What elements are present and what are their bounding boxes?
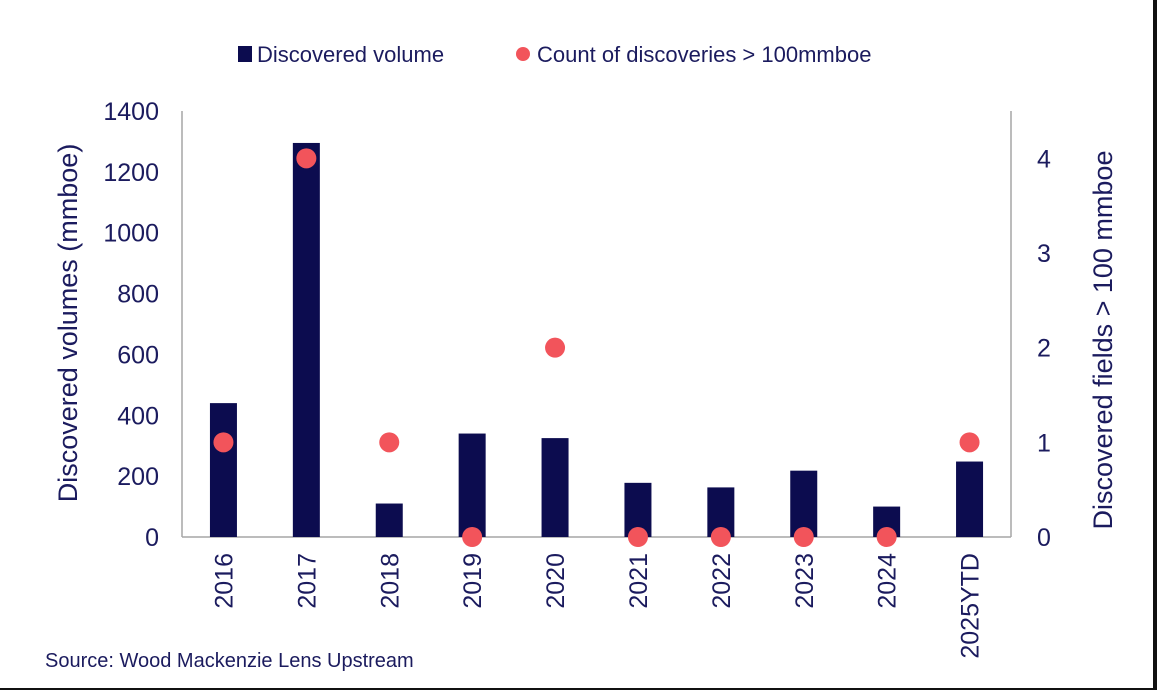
bar-discovered-volume: [292, 142, 320, 537]
bar-discovered-volume: [375, 503, 403, 537]
y-axis-title-right: Discovered fields > 100 mmboe: [1088, 151, 1118, 530]
dot-discovery-count: [296, 148, 317, 169]
y-tick-label-left: 600: [117, 341, 159, 369]
y-tick-label-right: 0: [1037, 524, 1051, 552]
dot-discovery-count: [876, 527, 897, 547]
y-tick-label-right: 3: [1037, 240, 1051, 268]
x-tick-label: 2020: [542, 553, 570, 609]
y-tick-label-left: 1400: [103, 98, 159, 126]
y-tick-label-left: 200: [117, 463, 159, 491]
y-axis-title-left: Discovered volumes (mmboe): [53, 144, 83, 503]
bar-discovered-volume: [790, 470, 818, 537]
y-tick-label-left: 400: [117, 402, 159, 430]
x-tick-label: 2018: [376, 553, 404, 609]
y-tick-label-left: 1200: [103, 159, 159, 187]
y-tick-label-right: 4: [1037, 145, 1051, 173]
dot-discovery-count: [379, 432, 400, 453]
dot-discovery-count: [545, 337, 566, 358]
legend-label-discovery-count: Count of discoveries > 100mmboe: [537, 42, 871, 67]
dot-discovery-count: [462, 527, 483, 547]
x-tick-label: 2019: [459, 553, 487, 609]
x-tick-label: 2021: [625, 553, 653, 609]
dot-discovery-count: [959, 432, 980, 453]
legend-bar-swatch: [238, 46, 252, 62]
x-tick-label: 2016: [210, 553, 238, 609]
bar-discovered-volume: [458, 433, 486, 537]
y-tick-label-right: 2: [1037, 335, 1051, 363]
bar-discovered-volume: [956, 461, 984, 537]
x-tick-label: 2023: [791, 553, 819, 609]
x-tick-label: 2017: [293, 553, 321, 609]
dot-discovery-count: [213, 432, 234, 453]
bar-discovered-volume: [541, 438, 569, 537]
y-tick-label-right: 1: [1037, 429, 1051, 457]
dot-discovery-count: [710, 527, 731, 547]
x-tick-label: 2025YTD: [957, 553, 985, 659]
source-note: Source: Wood Mackenzie Lens Upstream: [45, 650, 414, 672]
y-tick-label-left: 800: [117, 281, 159, 309]
bar-discovered-volume: [209, 403, 237, 537]
x-tick-label: 2022: [708, 553, 736, 609]
legend-dot-swatch: [516, 47, 530, 61]
y-tick-label-left: 1000: [103, 220, 159, 248]
y-tick-label-left: 0: [145, 524, 159, 552]
dot-discovery-count: [627, 527, 648, 547]
dot-discovery-count: [793, 527, 814, 547]
x-tick-label: 2024: [874, 553, 902, 609]
legend-label-discovered-volume: Discovered volume: [257, 42, 444, 67]
